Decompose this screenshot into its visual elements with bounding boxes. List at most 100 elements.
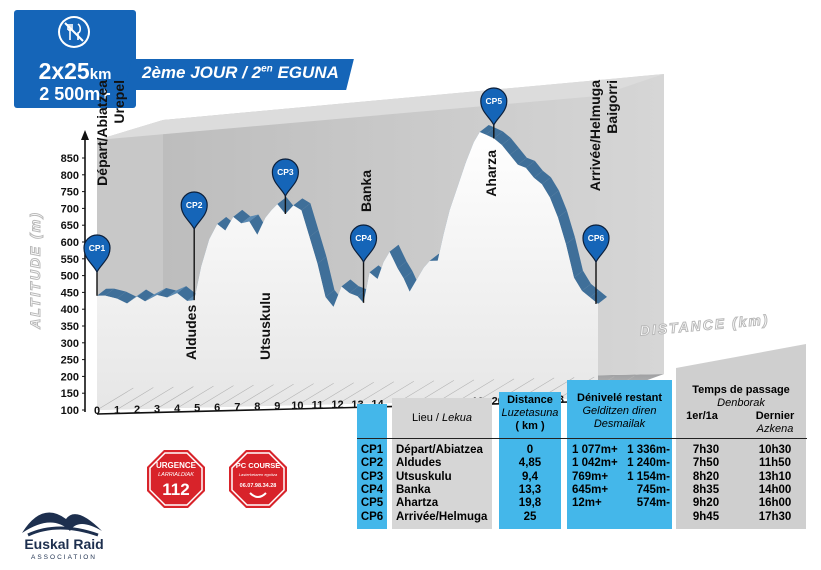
- profile-ridge-segment: [501, 137, 519, 155]
- y-axis-title: ALTITUDE (m): [27, 211, 43, 330]
- table-cell-lieu: Arrivée/Helmuga: [396, 510, 488, 523]
- x-tick-label: 9: [274, 401, 280, 413]
- profile-ridge-segment: [573, 270, 591, 291]
- x-tick-label: 19: [472, 396, 484, 408]
- x-tick-label: 4: [174, 403, 181, 415]
- map-pin-icon: [582, 224, 610, 264]
- floor-grid-line: [377, 381, 415, 404]
- checkpoint-label: Aharza: [483, 150, 499, 197]
- badge-distance: 2x25km: [38, 58, 112, 84]
- floor-grid-line: [317, 382, 354, 405]
- profile-ridge-segment: [389, 244, 407, 269]
- distance-header: Distance Luzetasuna( km ): [501, 394, 559, 432]
- x-tick-label: 8: [254, 401, 260, 413]
- floor-grid-line: [217, 384, 254, 408]
- table-cell-cp: CP2: [360, 457, 384, 470]
- event-badge: 2x25km 2 500m+: [14, 10, 136, 108]
- logo-sub: ASSOCIATION: [31, 554, 97, 561]
- x-tick-label: 11: [312, 400, 324, 412]
- checkpoint-id: CP5: [486, 96, 503, 106]
- table-cell-cp: CP6: [360, 510, 384, 523]
- checkpoint-cp6: CP6 Arrivée/HelmugaBaigorri: [582, 80, 620, 304]
- x-tick-label: 5: [194, 403, 200, 415]
- profile-ridge-segment: [177, 286, 197, 301]
- table-cell-cp: CP1: [360, 444, 384, 456]
- table-cell-first: 9h45: [692, 510, 720, 523]
- table-cell-dist: 4,85: [518, 457, 542, 470]
- profile-ridge-segment: [549, 190, 567, 218]
- table-cell-first: 8h20: [692, 470, 720, 483]
- floor-grid-line: [297, 382, 334, 406]
- profile-ridge-segment: [97, 288, 115, 296]
- table-cell-last: 13h10: [758, 470, 792, 483]
- profile-ridge-segment: [479, 125, 495, 135]
- floor-grid-line: [177, 385, 214, 409]
- table-cell-dist: 9,4: [522, 470, 538, 483]
- profile-ridge-segment: [309, 229, 327, 264]
- no-food-icon: [58, 16, 90, 48]
- table-cell-dplus: 1 077m+: [572, 444, 618, 456]
- y-axis-arrow: [81, 130, 89, 140]
- checkpoint-id: CP4: [355, 233, 372, 243]
- badge-elevation: 2 500m+: [39, 84, 111, 104]
- floor-grid-line: [197, 385, 234, 408]
- table-cell-lieu: Ahartza: [396, 497, 439, 510]
- table-cell-lieu: Aldudes: [396, 457, 442, 470]
- profile-ridge-segment: [565, 237, 583, 278]
- profile-ridge-segment: [533, 170, 551, 185]
- table-cell-dplus: 1 042m+: [572, 457, 618, 470]
- x-tick-label: 2: [134, 404, 140, 416]
- profile-ridge-segment: [589, 290, 607, 304]
- first-header: 1er/1a: [686, 410, 718, 422]
- table-cell-dplus: 645m+: [572, 483, 609, 496]
- y-tick-label: 300: [61, 338, 79, 350]
- profile-ridge-segment: [509, 147, 527, 165]
- map-pin-icon: [180, 191, 208, 231]
- floor-grid-line: [457, 379, 495, 402]
- table-cell-last: 14h00: [758, 483, 792, 496]
- y-tick-label: 850: [61, 153, 79, 165]
- profile-ridge-segment: [397, 261, 413, 279]
- y-tick-label: 400: [61, 304, 79, 316]
- checkpoint-cp2: CP2 Aldudes: [180, 191, 208, 360]
- checkpoint-label: Banka: [358, 170, 374, 212]
- floor-grid-line: [257, 383, 294, 407]
- y-tick-label: 650: [61, 220, 79, 232]
- pc-sublabel: Lasterketaren egoitza: [239, 472, 278, 477]
- profile-ridge-segment: [241, 214, 259, 224]
- table-cell-dminus: 1 336m-: [627, 444, 670, 456]
- urgence-sign: URGENCE LARRIALDIAK 112: [147, 450, 205, 508]
- checkpoint-cp5: CP5 Aharza: [480, 87, 508, 197]
- floor-grid-line: [96, 387, 134, 411]
- table-cell-dist: 13,3: [518, 483, 542, 496]
- x-tick-label: 15: [391, 398, 403, 410]
- table-cell-first: 9h20: [692, 497, 720, 510]
- y-tick-label: 500: [61, 271, 79, 283]
- phone-icon: [249, 492, 267, 498]
- y-tick-label: 350: [61, 321, 79, 333]
- checkpoint-label: Aldudes: [183, 305, 199, 360]
- profile-ridge-segment: [541, 177, 559, 198]
- table-cell-dminus: 745m-: [636, 483, 670, 496]
- table-cell-lieu: Départ/Abiatzea: [396, 444, 483, 456]
- profile-ridge-segment: [127, 289, 147, 304]
- x-tick-label: 13: [351, 399, 363, 411]
- checkpoint-cp1: CP1 Départ/AbiatzeaUrepel: [83, 80, 127, 296]
- checkpoint-label: Arrivée/HelmugaBaigorri: [587, 80, 620, 191]
- floor-grid-line: [337, 381, 374, 405]
- table-cell-lieu: Utsuskulu: [396, 470, 452, 483]
- y-tick-label: 600: [61, 237, 79, 249]
- y-tick-label: 200: [61, 371, 79, 383]
- table-cell-lieu: Banka: [396, 483, 431, 496]
- profile-ridge-segment: [293, 198, 311, 211]
- profile-ridge-segment: [157, 287, 177, 298]
- table-cell-cp: CP3: [360, 470, 384, 483]
- floor-grid-line: [136, 386, 174, 410]
- profile-area: [97, 132, 598, 411]
- last-header: Dernier Azkena: [755, 410, 795, 435]
- y-tick-label: 450: [61, 287, 79, 299]
- x-tick-label: 3: [154, 404, 160, 416]
- x-tick-label: 14: [371, 398, 384, 410]
- map-pin-icon: [349, 224, 378, 264]
- y-tick-label: 150: [61, 388, 79, 400]
